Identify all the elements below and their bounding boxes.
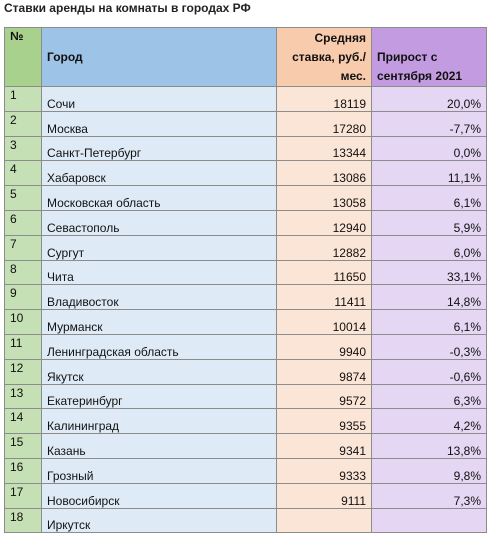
row-number-cell: 10 — [4, 309, 42, 335]
table-row: 18 Иркутск — [4, 507, 487, 533]
table-row: 1 Сочи 18119 20,0% — [4, 86, 487, 112]
empty-cell — [276, 507, 372, 533]
growth-cell: 11,1% — [371, 160, 487, 187]
rate-cell: 12882 — [276, 234, 372, 261]
city-cell: Иркутск — [41, 507, 277, 533]
row-number-cell: 12 — [4, 358, 42, 385]
rate-cell: 12940 — [276, 209, 372, 236]
rate-cell: 13058 — [276, 185, 372, 211]
row-number-cell: 6 — [4, 209, 42, 236]
growth-cell: -0,3% — [371, 333, 487, 360]
city-cell: Мурманск — [41, 309, 277, 335]
rate-cell: 17280 — [276, 110, 372, 137]
rate-cell: 9333 — [276, 457, 372, 484]
header-cell: Прирост с сентября 2021 — [371, 27, 487, 87]
table-row: 3 Санкт-Петербург 13344 0,0% — [4, 135, 487, 162]
growth-cell: -0,6% — [371, 358, 487, 385]
row-number-cell: 4 — [4, 160, 42, 187]
city-cell: Хабаровск — [41, 160, 277, 187]
rate-cell: 9874 — [276, 358, 372, 385]
growth-cell: 7,3% — [371, 482, 487, 509]
table-row: 2 Москва 17280 -7,7% — [4, 110, 487, 137]
row-number-cell: 11 — [4, 333, 42, 360]
growth-cell: 5,9% — [371, 209, 487, 236]
rate-cell: 9341 — [276, 433, 372, 459]
growth-cell: 14,8% — [371, 284, 487, 311]
growth-cell: 6,3% — [371, 383, 487, 410]
growth-cell: 20,0% — [371, 86, 487, 112]
header-cell: Средняя ставка, руб./мес. — [276, 27, 372, 87]
growth-cell: 33,1% — [371, 259, 487, 286]
page: Ставки аренды на комнаты в городах РФ № Г… — [4, 1, 487, 533]
row-number-cell: 17 — [4, 482, 42, 509]
row-number-cell: 15 — [4, 433, 42, 459]
city-cell: Грозный — [41, 457, 277, 484]
rate-cell: 11411 — [276, 284, 372, 311]
row-number-cell: 14 — [4, 408, 42, 435]
city-cell: Калининград — [41, 408, 277, 435]
city-cell: Москва — [41, 110, 277, 137]
row-number-cell: 9 — [4, 284, 42, 311]
city-cell: Владивосток — [41, 284, 277, 311]
row-number-cell: 16 — [4, 457, 42, 484]
rate-cell: 13086 — [276, 160, 372, 187]
row-number-cell: 5 — [4, 185, 42, 211]
table-row: 16 Грозный 9333 9,8% — [4, 457, 487, 484]
rate-cell: 9940 — [276, 333, 372, 360]
growth-cell: -7,7% — [371, 110, 487, 137]
growth-cell: 13,8% — [371, 433, 487, 459]
city-cell: Новосибирск — [41, 482, 277, 509]
growth-cell: 6,1% — [371, 309, 487, 335]
city-cell: Ленинградская область — [41, 333, 277, 360]
row-number-cell: 1 — [4, 86, 42, 112]
rate-cell: 10014 — [276, 309, 372, 335]
header-cell: № — [4, 27, 42, 87]
growth-cell: 6,0% — [371, 234, 487, 261]
city-cell: Сочи — [41, 86, 277, 112]
city-cell: Московская область — [41, 185, 277, 211]
table-row: 12 Якутск 9874 -0,6% — [4, 358, 487, 385]
city-cell: Чита — [41, 259, 277, 286]
row-number-cell: 18 — [4, 507, 42, 533]
growth-cell: 0,0% — [371, 135, 487, 162]
table-row: 11 Ленинградская область 9940 -0,3% — [4, 333, 487, 360]
row-number-cell: 13 — [4, 383, 42, 410]
table-row: 17 Новосибирск 9111 7,3% — [4, 482, 487, 509]
rent-table: № Город Средняя ставка, руб./мес. Прирост с… — [4, 27, 487, 533]
header-row: № Город Средняя ставка, руб./мес. Прирост с… — [4, 27, 487, 87]
rate-cell: 9355 — [276, 408, 372, 435]
rate-cell: 13344 — [276, 135, 372, 162]
growth-cell: 6,1% — [371, 185, 487, 211]
city-cell: Сургут — [41, 234, 277, 261]
table-row: 14 Калининград 9355 4,2% — [4, 408, 487, 435]
city-cell: Якутск — [41, 358, 277, 385]
city-cell: Казань — [41, 433, 277, 459]
table-row: 4 Хабаровск 13086 11,1% — [4, 160, 487, 187]
growth-cell: 9,8% — [371, 457, 487, 484]
table-row: 9 Владивосток 11411 14,8% — [4, 284, 487, 311]
city-cell: Севастополь — [41, 209, 277, 236]
rate-cell: 11650 — [276, 259, 372, 286]
table-row: 7 Сургут 12882 6,0% — [4, 234, 487, 261]
title: Ставки аренды на комнаты в городах РФ — [4, 1, 251, 15]
rate-cell: 9111 — [276, 482, 372, 509]
city-cell: Екатеринбург — [41, 383, 277, 410]
table-row: 8 Чита 11650 33,1% — [4, 259, 487, 286]
city-cell: Санкт-Петербург — [41, 135, 277, 162]
table-row: 10 Мурманск 10014 6,1% — [4, 309, 487, 335]
table-row: 6 Севастополь 12940 5,9% — [4, 209, 487, 236]
header-cell: Город — [41, 27, 277, 87]
table-row: 15 Казань 9341 13,8% — [4, 433, 487, 459]
table-body: 1 Сочи 18119 20,0% 2 Москва 17280 -7,7% 3 Санкт-П… — [4, 86, 487, 533]
rate-cell: 18119 — [276, 86, 372, 112]
row-number-cell: 2 — [4, 110, 42, 137]
growth-cell: 4,2% — [371, 408, 487, 435]
row-number-cell: 3 — [4, 135, 42, 162]
table-row: 5 Московская область 13058 6,1% — [4, 185, 487, 211]
row-number-cell: 8 — [4, 259, 42, 286]
row-number-cell: 7 — [4, 234, 42, 261]
empty-cell — [371, 507, 487, 533]
table-row: 13 Екатеринбург 9572 6,3% — [4, 383, 487, 410]
rate-cell: 9572 — [276, 383, 372, 410]
